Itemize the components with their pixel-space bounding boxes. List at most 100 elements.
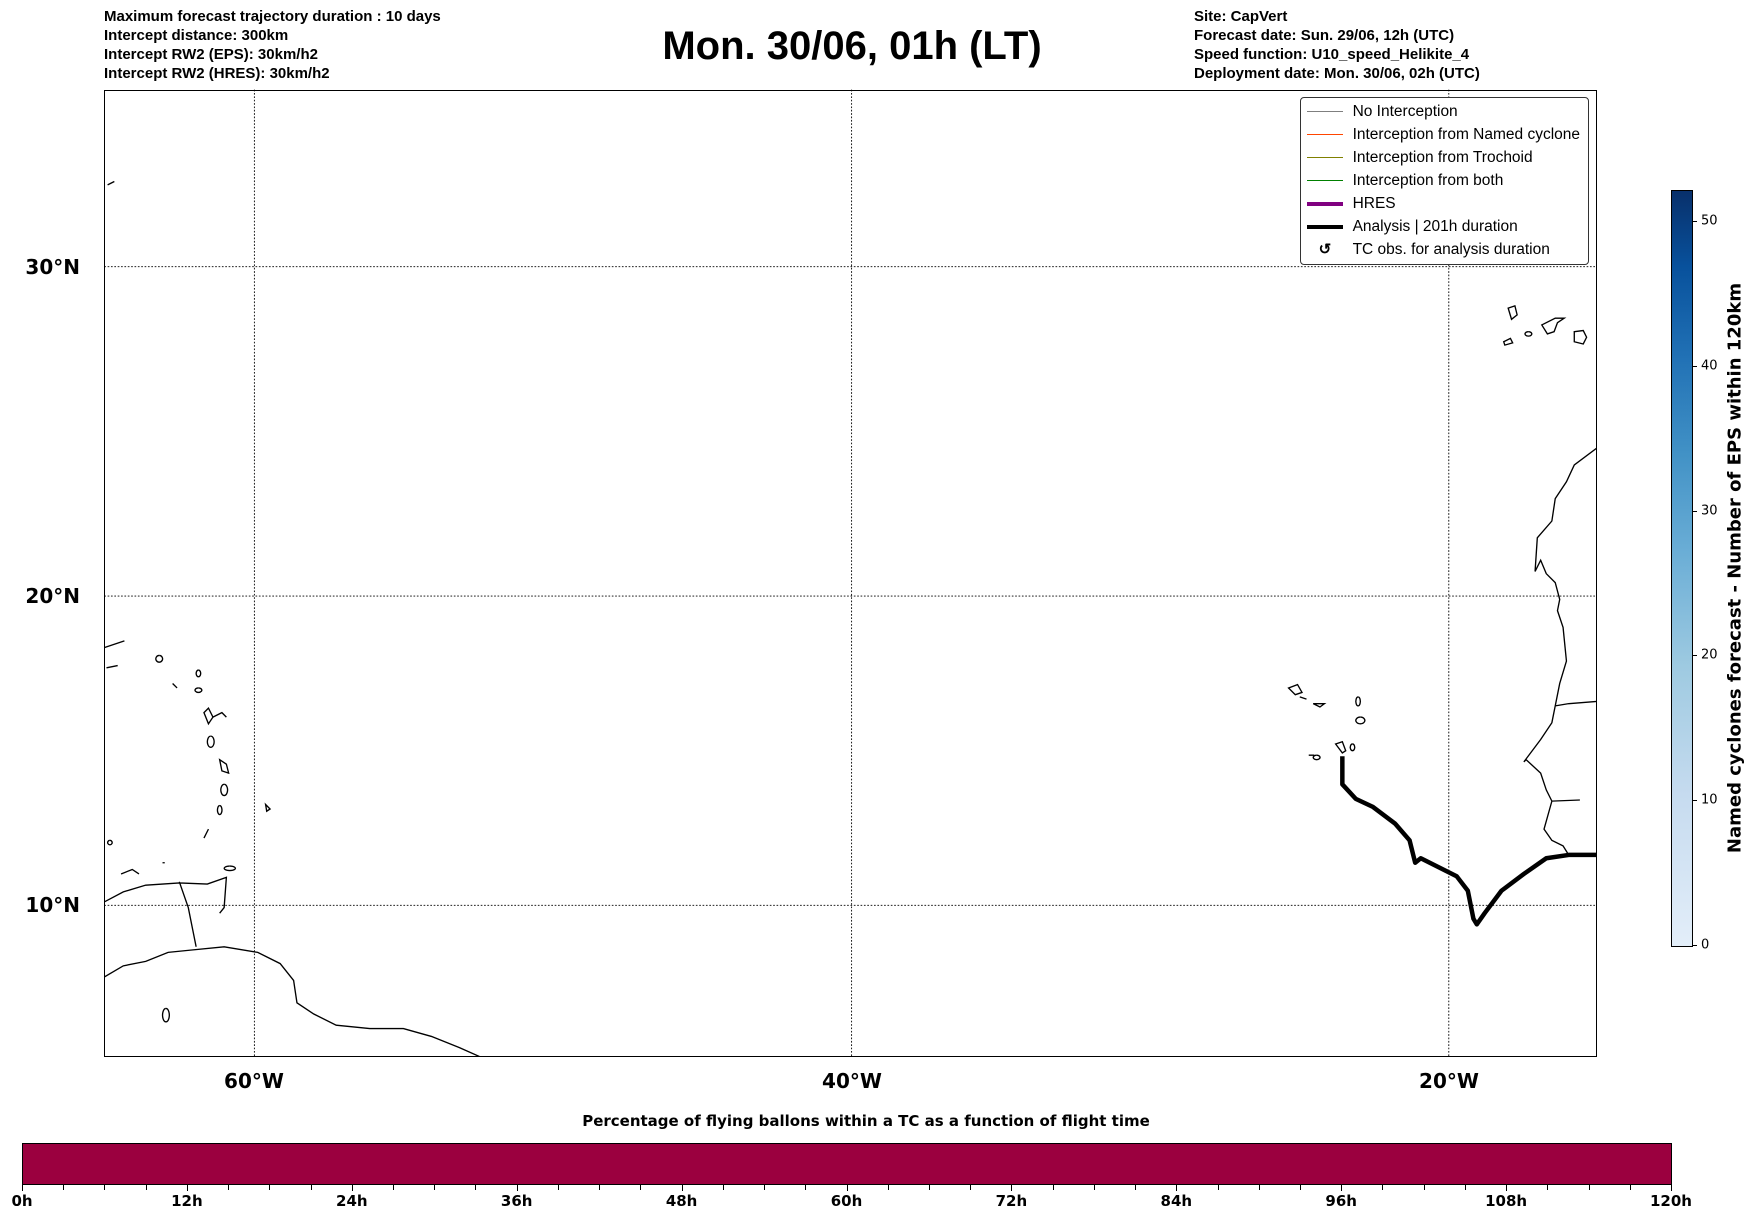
flight-bar-tick-mark: [393, 1185, 395, 1190]
flight-bar-tick-label: 12h: [171, 1192, 203, 1210]
forecast-date: Forecast date: Sun. 29/06, 12h (UTC): [1194, 27, 1455, 44]
colorbar-tick-mark: [1692, 510, 1697, 512]
flight-bar-tick-mark: [104, 1185, 106, 1190]
legend-item-trochoid: Interception from Trochoid: [1301, 146, 1580, 169]
speed-function: Speed function: U10_speed_Helikite_4: [1194, 46, 1470, 63]
flight-bar-tick-label: 0h: [11, 1192, 33, 1210]
legend-label: TC obs. for analysis duration: [1352, 241, 1550, 258]
flight-bar-tick-mark: [1052, 1185, 1054, 1190]
legend-label: Analysis | 201h duration: [1352, 218, 1518, 235]
flight-bar-tick-mark: [269, 1185, 271, 1190]
lon-label-20w: 20°W: [1419, 1069, 1479, 1093]
flight-bar-tick-mark: [557, 1185, 559, 1190]
flight-bar-tick-mark: [1547, 1185, 1549, 1190]
site-name: Site: CapVert: [1194, 8, 1288, 25]
legend-line-orange: [1306, 134, 1343, 135]
legend-line-gray: [1306, 111, 1343, 112]
legend-item-analysis: Analysis | 201h duration: [1301, 215, 1580, 238]
flight-bar-tick-mark: [310, 1185, 312, 1190]
flight-bar-tick-mark: [1176, 1185, 1178, 1191]
canary-islands: [1502, 305, 1588, 346]
flight-bar-tick-mark: [1382, 1185, 1384, 1190]
param-rw2-eps: Intercept RW2 (EPS): 30km/h2: [104, 46, 318, 63]
flight-bar-tick-mark: [928, 1185, 930, 1190]
flight-bar-tick-mark: [764, 1185, 766, 1190]
flight-bar-tick-mark: [805, 1185, 807, 1190]
colorbar-tick-label: 30: [1701, 503, 1718, 519]
legend-item-tc-obs: ↺ TC obs. for analysis duration: [1301, 238, 1580, 261]
flight-bar-tick-mark: [1588, 1185, 1590, 1190]
flight-bar-tick-mark: [1423, 1185, 1425, 1190]
flight-bar-tick-mark: [846, 1185, 848, 1191]
param-duration: Maximum forecast trajectory duration : 1…: [104, 8, 441, 25]
legend-item-no-interception: No Interception: [1301, 100, 1580, 123]
colorbar-tick-mark: [1692, 945, 1697, 946]
flight-bar-tick-mark: [1258, 1185, 1260, 1190]
flight-bar-tick-mark: [228, 1185, 230, 1190]
flight-bar-tick-mark: [1011, 1185, 1013, 1191]
legend-line-black: [1306, 225, 1343, 229]
flight-bar-tick-label: 24h: [336, 1192, 368, 1210]
colorbar-tick-label: 20: [1701, 647, 1718, 663]
flight-bar-tick-mark: [1629, 1185, 1631, 1190]
legend-label: Interception from both: [1352, 172, 1504, 189]
flight-bar-title: Percentage of flying ballons within a TC…: [582, 1112, 1150, 1130]
param-intercept-distance: Intercept distance: 300km: [104, 27, 289, 44]
flight-bar-tick-mark: [1135, 1185, 1137, 1190]
flight-bar-tick-label: 48h: [665, 1192, 698, 1210]
flight-bar-tick-label: 108h: [1485, 1192, 1528, 1210]
flight-bar-tick-mark: [640, 1185, 642, 1190]
lat-label-10n: 10°N: [25, 893, 80, 917]
flight-bar-tick-mark: [1506, 1185, 1508, 1191]
flight-bar-tick-mark: [599, 1185, 601, 1190]
flight-bar-tick-label: 96h: [1325, 1192, 1357, 1210]
flight-bar-tick-label: 120h: [1650, 1192, 1692, 1210]
flight-bar-tick-mark: [1299, 1185, 1301, 1190]
africa-coast: [1523, 447, 1597, 856]
legend-item-hres: HRES: [1301, 192, 1580, 215]
flight-bar-tick-mark: [351, 1185, 353, 1191]
page-title: Mon. 30/06, 01h (LT): [662, 24, 1042, 68]
flight-bar-tick-mark: [1464, 1185, 1466, 1190]
flight-bar-tick-mark: [887, 1185, 889, 1190]
flight-bar-tick-mark: [1217, 1185, 1219, 1190]
flight-bar-tick-mark: [970, 1185, 972, 1190]
flight-bar-tick-mark: [434, 1185, 436, 1190]
coastlines: [104, 180, 1597, 1057]
flight-bar-tick-mark: [22, 1185, 23, 1191]
analysis-trajectory: [1340, 756, 1597, 927]
colorbar-tick-mark: [1692, 800, 1697, 802]
deployment-date: Deployment date: Mon. 30/06, 02h (UTC): [1194, 65, 1480, 82]
flight-bar-tick-mark: [722, 1185, 724, 1190]
flight-bar-tick-mark: [1671, 1185, 1672, 1191]
south-america-coast: [104, 876, 480, 1057]
flight-bar-tick-mark: [186, 1185, 188, 1191]
graticule: [104, 89, 1597, 1057]
legend-label: Interception from Named cyclone: [1352, 126, 1580, 143]
site-info: Site: CapVert Forecast date: Sun. 29/06,…: [1194, 7, 1480, 83]
flight-bar-tick-mark: [475, 1185, 477, 1190]
lat-label-30n: 30°N: [25, 255, 80, 279]
lat-label-20n: 20°N: [25, 584, 80, 608]
flight-bar-tick-mark: [1341, 1185, 1343, 1191]
colorbar-tick-mark: [1692, 365, 1697, 367]
legend-label: No Interception: [1352, 103, 1458, 120]
colorbar-tick-label: 50: [1701, 213, 1718, 229]
flight-bar-tick-label: 60h: [830, 1192, 863, 1210]
caribbean-islands: [104, 640, 272, 1023]
flight-bar-tick-mark: [63, 1185, 65, 1190]
cape-verde-islands: [1287, 683, 1366, 761]
lon-label-40w: 40°W: [822, 1069, 882, 1093]
legend-item-both: Interception from both: [1301, 169, 1580, 192]
flight-bar-tick-label: 84h: [1160, 1192, 1193, 1210]
param-rw2-hres: Intercept RW2 (HRES): 30km/h2: [104, 65, 330, 82]
flight-bar-tick-mark: [145, 1185, 147, 1190]
map-frame[interactable]: [104, 90, 1597, 1057]
flight-bar-tick-label: 36h: [500, 1192, 533, 1210]
greenland-tip: [107, 180, 115, 186]
legend-item-named-cyclone: Interception from Named cyclone: [1301, 123, 1580, 146]
colorbar-tick-label: 10: [1701, 792, 1718, 808]
colorbar: [1671, 190, 1693, 947]
legend-line-green: [1306, 180, 1343, 181]
